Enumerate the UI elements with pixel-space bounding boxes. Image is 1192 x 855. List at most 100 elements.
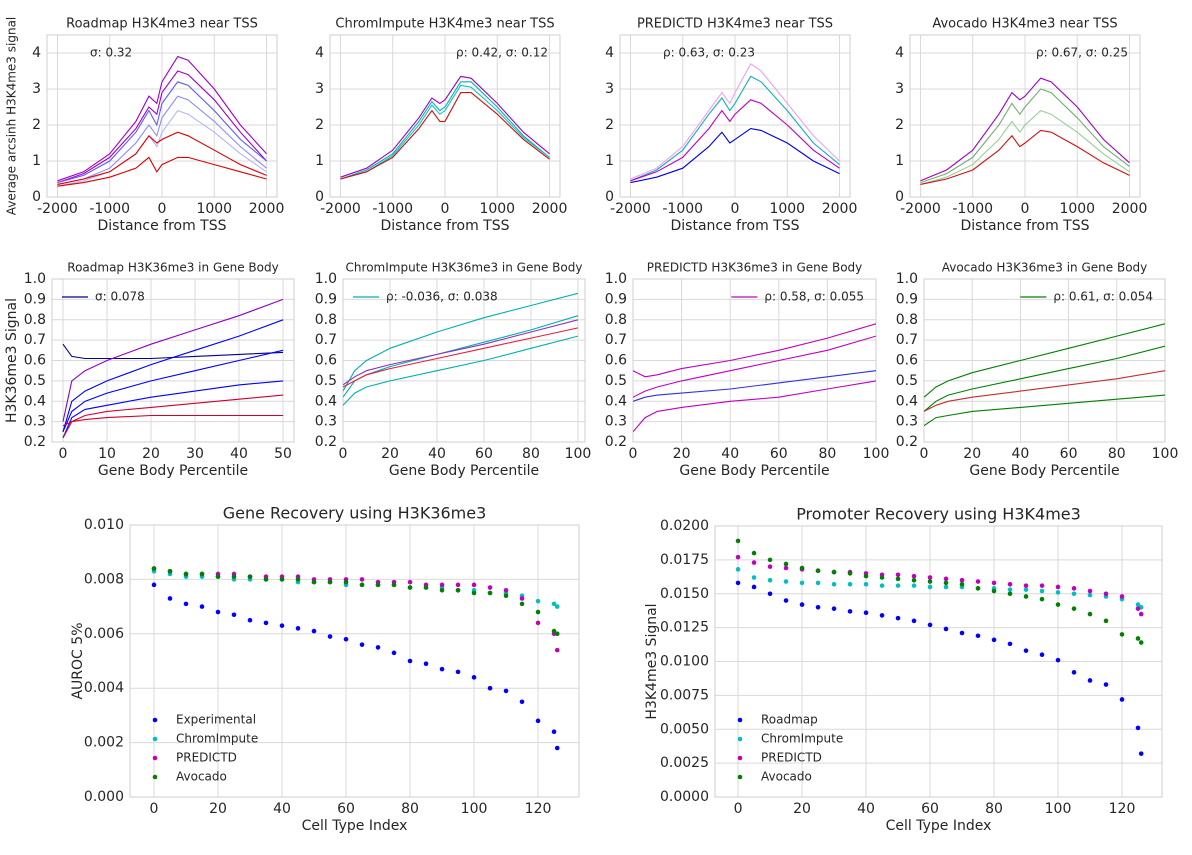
y-tick-label: 0.0125 [660,620,709,636]
scatter-point [1007,641,1013,647]
series-line [924,370,1165,412]
y-tick-label: 0.5 [315,373,337,389]
legend-marker [737,774,743,780]
scatter-point [231,574,237,579]
series-line [62,298,284,422]
scatter-point [1087,678,1093,683]
x-tick-label: 2000 [249,201,285,217]
scatter-point [471,582,477,588]
y-tick-label: 0.6 [315,353,337,369]
y-tick-label: 1.0 [315,271,337,287]
scatter-point [751,550,757,556]
x-tick-label: 60 [921,801,939,817]
y-axis-label: AUROC 5% [70,622,86,699]
x-tick-label: 40 [230,446,248,462]
series-line [920,77,1130,182]
x-axis-label: Gene Body Percentile [969,463,1119,479]
y-tick-label: 0.6 [24,353,46,369]
x-tick-label: 120 [525,801,552,817]
series-line [62,349,284,433]
scatter-point [1103,591,1109,597]
x-axis-label: Gene Body Percentile [679,463,829,479]
scatter-point [407,658,413,664]
scatter-point [831,569,837,575]
scatter-point [847,571,853,576]
panel: 0.2 0.3 0.4 0.5 0.6 0.7 0.8 0.9 1.0 0 10 20 30 40 50 Ro… [4,261,295,479]
scatter-point [1119,632,1125,637]
legend-marker [152,774,158,780]
series-line [62,414,283,427]
y-tick-label: 4 [315,45,324,61]
scatter-point [1039,596,1045,602]
scatter-point [863,573,869,579]
scatter-point [407,585,413,590]
series-line [920,88,1130,184]
y-tick-label: 0.9 [24,291,46,307]
legend-label: Roadmap [761,713,818,727]
scatter-point [279,623,285,628]
scatter-point [359,642,365,647]
scatter-point [455,582,461,588]
axes-frame [129,524,580,798]
scatter-point [767,577,773,583]
series-line [920,109,1130,185]
x-axis-label: Cell Type Index [886,818,992,834]
chart-title: Gene Recovery using H3K36me3 [223,504,487,523]
y-tick-label: 3 [895,81,904,97]
scatter-point [1023,583,1029,588]
scatter-point [327,634,333,639]
x-tick-label: 80 [818,446,836,462]
y-tick-label: 2 [895,117,904,133]
x-tick-label: 1000 [479,201,515,217]
x-tick-label: -1000 [952,201,993,217]
scatter-point [799,580,805,586]
y-tick-label: 3 [32,81,41,97]
panel: 0 1 2 3 4 -2000 -1000 0 1000 2000 ChromImpute H3K4… [315,17,567,235]
scatter-point [879,613,885,618]
y-tick-label: 0.6 [605,353,627,369]
scatter-point [895,572,901,578]
x-tick-label: 40 [273,801,291,817]
legend-label: ChromImpute [761,732,843,746]
scatter-point [991,580,997,586]
scatter-point [927,622,933,628]
y-axis-label: H3K4me3 Signal [644,603,660,719]
series-line [340,81,550,180]
y-tick-label: 0.5 [24,373,46,389]
scatter-point [455,587,461,593]
series-line [924,345,1165,412]
y-axis-label: Average arcsinh H3K4me3 signal [5,17,19,216]
y-tick-label: 4 [895,45,904,61]
scatter-point [554,647,560,653]
chart-title: Avocado H3K4me3 near TSS [932,17,1117,32]
series-line [57,70,267,184]
scatter-point [247,617,253,623]
legend-label: ρ: 0.63, σ: 0.23 [663,46,755,60]
y-tick-label: 0.7 [896,332,918,348]
scatter-point [263,620,269,626]
series-line [340,84,550,180]
x-tick-label: 60 [1060,446,1078,462]
chart-title: Avocado H3K36me3 in Gene Body [942,261,1148,275]
scatter-point [455,669,461,675]
chart-title: ChromImpute H3K4me3 near TSS [335,17,554,32]
scatter-point [927,584,933,590]
axes-frame [923,278,1166,443]
y-tick-label: 0.3 [896,414,918,430]
y-tick-label: 0.7 [24,332,46,348]
y-tick-label: 0.9 [605,291,627,307]
y-tick-label: 0.9 [896,291,918,307]
x-tick-label: -1000 [662,201,703,217]
legend-label: Experimental [176,713,256,727]
x-tick-label: 80 [1108,446,1126,462]
axes-frame [342,278,586,443]
series-line [57,131,267,185]
scatter-point [343,636,349,642]
y-tick-label: 0.0100 [660,654,709,670]
y-tick-label: 0.2 [24,434,46,450]
x-tick-label: 0 [158,201,167,217]
y-tick-label: 0.5 [605,373,627,389]
y-tick-label: 0 [895,189,904,205]
scatter-point [503,593,509,599]
x-tick-label: 0 [441,201,450,217]
